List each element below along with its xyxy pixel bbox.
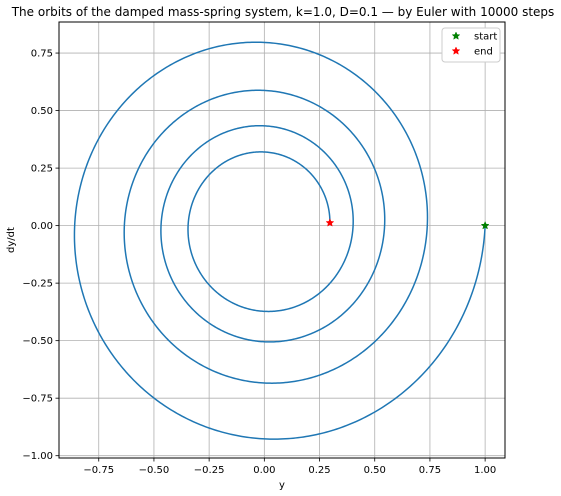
y-tick-label: −0.75 bbox=[22, 394, 53, 405]
plot-frame bbox=[58, 21, 506, 459]
legend: start end bbox=[441, 27, 501, 63]
y-tick-label: 0.75 bbox=[31, 49, 53, 60]
x-tick-label: 0.50 bbox=[364, 465, 386, 476]
y-tick-label: −1.00 bbox=[22, 451, 53, 462]
y-axis-label: dy/dt bbox=[6, 227, 17, 253]
x-axis-label: y bbox=[279, 480, 285, 491]
end-marker bbox=[325, 218, 335, 227]
orbit-line bbox=[73, 41, 486, 440]
y-tick-label: 0.50 bbox=[31, 106, 53, 117]
plot-area bbox=[73, 41, 490, 440]
grid bbox=[59, 22, 505, 458]
x-tick-label: 0.25 bbox=[308, 465, 330, 476]
y-tick-label: −0.50 bbox=[22, 336, 53, 347]
y-tick-label: 0.25 bbox=[31, 164, 53, 175]
x-tick-label: −0.75 bbox=[83, 465, 114, 476]
x-tick-label: 1.00 bbox=[474, 465, 496, 476]
y-tick-label: −0.25 bbox=[22, 279, 53, 290]
x-tick-label: 0.75 bbox=[419, 465, 441, 476]
legend-start-icon bbox=[451, 31, 461, 40]
legend-end-icon bbox=[451, 46, 461, 55]
axis-ticks: −0.75 −0.50 −0.25 0.00 0.25 0.50 0.75 1.00 −1.00… bbox=[22, 49, 496, 476]
start-marker bbox=[480, 220, 490, 230]
x-tick-label: 0.00 bbox=[253, 465, 275, 476]
y-tick-label: 0.00 bbox=[31, 221, 53, 232]
x-tick-label: −0.50 bbox=[139, 465, 170, 476]
legend-start-label: start bbox=[474, 32, 497, 43]
x-tick-label: −0.25 bbox=[194, 465, 225, 476]
chart-title: The orbits of the damped mass-spring sys… bbox=[11, 5, 555, 19]
legend-end-label: end bbox=[474, 47, 493, 58]
